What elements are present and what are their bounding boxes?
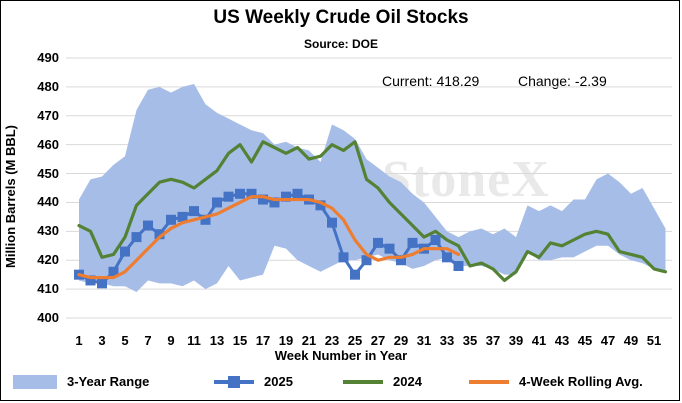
x-tick-label: 45 xyxy=(577,333,593,348)
series-point-2025 xyxy=(453,261,464,271)
series-point-2025 xyxy=(338,252,349,263)
legend-swatch-2025 xyxy=(214,375,254,389)
legend-item-range: 3-Year Range xyxy=(13,374,149,389)
x-tick-label: 49 xyxy=(623,333,639,348)
x-tick-label: 37 xyxy=(485,333,501,348)
x-tick-label: 9 xyxy=(167,333,175,348)
y-tick-label: 410 xyxy=(37,281,59,297)
x-tick-label: 27 xyxy=(370,333,386,348)
series-point-2025 xyxy=(384,243,395,254)
x-tick-label: 19 xyxy=(278,333,294,348)
series-point-2025 xyxy=(85,275,96,286)
legend-swatch-range xyxy=(13,374,57,389)
series-point-2025 xyxy=(212,197,222,208)
series-point-2025 xyxy=(120,246,130,257)
series-line-2024 xyxy=(77,140,668,283)
y-tick-label: 430 xyxy=(37,223,59,239)
legend-swatch-2024 xyxy=(343,375,383,389)
legend-item-2024: 2024 xyxy=(343,374,422,389)
series-point-2025 xyxy=(143,220,153,231)
current-value-readout: Current: 418.29 xyxy=(382,73,480,89)
x-tick-label: 13 xyxy=(209,333,225,348)
y-tick-label: 440 xyxy=(37,194,59,210)
x-tick-label: 7 xyxy=(144,333,152,348)
series-point-2025 xyxy=(235,188,245,199)
chart-title: US Weekly Crude Oil Stocks xyxy=(213,7,469,28)
x-tick-label: 11 xyxy=(187,333,201,348)
x-tick-label: 21 xyxy=(301,333,317,348)
legend-label-2025: 2025 xyxy=(264,374,293,389)
series-point-2025 xyxy=(281,191,291,202)
series-point-2025 xyxy=(189,206,199,217)
x-tick-label: 23 xyxy=(324,333,340,348)
series-point-2025 xyxy=(292,188,303,199)
legend-item-2025: 2025 xyxy=(214,374,293,389)
x-tick-label: 1 xyxy=(75,333,83,348)
chart-subtitle: Source: DOE xyxy=(303,37,378,51)
series-line-4-week-rolling-avg xyxy=(77,195,461,280)
series-point-2025 xyxy=(373,237,383,248)
series-point-2025 xyxy=(131,232,142,243)
series-point-2025 xyxy=(407,237,418,248)
y-tick-label: 470 xyxy=(37,107,59,123)
series-point-2025 xyxy=(97,278,107,289)
change-value-readout: Change: -2.39 xyxy=(518,73,607,89)
legend-label-rolling-avg: 4-Week Rolling Avg. xyxy=(519,374,643,389)
y-tick-label: 420 xyxy=(37,252,59,268)
series-point-2025 xyxy=(269,197,280,208)
series-point-2025 xyxy=(258,194,268,205)
y-tick-label: 490 xyxy=(37,50,59,65)
series-point-2025 xyxy=(166,214,176,225)
legend-swatch-rolling-avg xyxy=(469,375,509,389)
y-tick-label: 400 xyxy=(37,310,59,325)
range-band-area xyxy=(79,84,666,292)
x-tick-label: 5 xyxy=(121,333,129,348)
x-tick-label: 33 xyxy=(439,333,455,348)
x-axis-label: Week Number in Year xyxy=(274,348,408,363)
series-point-2025 xyxy=(350,269,360,280)
chart-legend: 3-Year Range 2025 2024 4-Week Rolling Av… xyxy=(0,374,682,396)
x-tick-label: 39 xyxy=(508,333,524,348)
series-point-2025 xyxy=(442,252,452,263)
series-point-2025 xyxy=(246,188,257,199)
x-tick-label: 41 xyxy=(531,333,547,348)
legend-item-rolling-avg: 4-Week Rolling Avg. xyxy=(469,374,643,389)
series-point-2025 xyxy=(200,214,211,225)
series-line-2025 xyxy=(77,192,460,285)
y-tick-label: 480 xyxy=(37,78,59,94)
x-tick-label: 51 xyxy=(646,333,662,348)
x-tick-label: 15 xyxy=(232,333,248,348)
x-tick-label: 47 xyxy=(600,333,616,348)
x-tick-label: 29 xyxy=(393,333,409,348)
x-tick-label: 31 xyxy=(416,333,432,348)
x-tick-label: 35 xyxy=(462,333,478,348)
legend-label-range: 3-Year Range xyxy=(67,374,150,389)
series-point-2025 xyxy=(223,191,234,202)
y-tick-label: 450 xyxy=(37,165,59,181)
series-point-2025 xyxy=(315,200,326,211)
series-point-2025 xyxy=(177,211,188,222)
series-point-2025 xyxy=(154,229,165,240)
series-point-2025 xyxy=(327,217,337,228)
x-tick-label: 25 xyxy=(347,333,363,348)
series-point-2025 xyxy=(396,255,406,266)
legend-label-2024: 2024 xyxy=(393,374,422,389)
y-tick-label: 460 xyxy=(37,136,59,152)
series-point-2025 xyxy=(430,235,441,245)
series-point-2025 xyxy=(108,266,119,277)
x-tick-label: 17 xyxy=(255,333,271,348)
series-point-2025 xyxy=(361,255,372,266)
x-tick-label: 43 xyxy=(554,333,570,348)
y-axis-label: Million Barrels (M BBL) xyxy=(3,125,23,268)
x-tick-label: 3 xyxy=(98,333,106,348)
